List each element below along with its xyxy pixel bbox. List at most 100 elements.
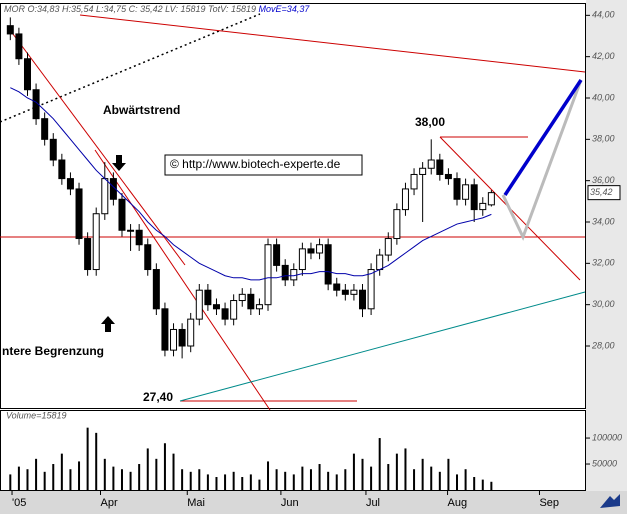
candle-body: [84, 238, 92, 271]
candle-body: [376, 254, 384, 271]
y-tick-label: 40,00: [592, 92, 615, 102]
y-tick-label: 42,00: [592, 51, 615, 61]
channel-line: [9, 29, 186, 266]
candle-body: [453, 178, 461, 200]
volume-bar: [275, 469, 278, 490]
volume-bar: [284, 471, 287, 490]
candle-body: [359, 289, 367, 310]
watermark: © http://www.biotech-experte.de: [170, 157, 341, 171]
candle-body: [92, 213, 100, 271]
volume-bar: [395, 453, 398, 490]
candle-body: [101, 178, 109, 215]
volume-bar: [378, 438, 381, 490]
volume-bar: [172, 453, 175, 490]
candle-body: [307, 248, 315, 254]
x-tick-label: Jul: [366, 497, 380, 509]
candle-body: [178, 328, 186, 347]
volume-bar: [456, 474, 459, 490]
volume-bar: [387, 464, 390, 490]
arrow-up: [101, 316, 115, 332]
candle-body: [462, 184, 470, 200]
candle-body: [41, 118, 49, 140]
y-tick-label: 28,00: [591, 340, 615, 350]
x-tick-label: Mai: [187, 497, 205, 509]
price-panel: [0, 3, 586, 409]
candle-body: [470, 184, 478, 211]
logo-icon[interactable]: [600, 494, 620, 508]
candle-body: [109, 178, 117, 200]
volume-bar: [129, 471, 132, 490]
volume-bar: [138, 464, 141, 490]
candle-body: [238, 293, 246, 302]
candle-body: [204, 289, 212, 306]
candle-body: [58, 159, 66, 180]
volume-bar: [69, 469, 72, 490]
x-tick-label: Sep: [539, 497, 559, 509]
volume-bar: [43, 471, 46, 490]
moving-average: [10, 87, 492, 281]
volume-bar: [249, 474, 252, 490]
y-tick-label: 32,00: [592, 258, 615, 268]
candle-body: [487, 192, 495, 206]
volume-bar: [473, 477, 476, 490]
candle-body: [410, 173, 418, 190]
volume-bar: [78, 461, 81, 490]
volume-bar: [35, 458, 38, 490]
candle-body: [255, 304, 263, 310]
candle-body: [23, 58, 31, 91]
y-tick-label: 100000: [592, 432, 622, 442]
candle-body: [264, 244, 272, 306]
volume-bar: [370, 466, 373, 490]
volume-bar: [52, 464, 55, 490]
annotation: Abwärtstrend: [103, 103, 180, 117]
header: MOR O:34,83 H:35,54 L:34,75 C: 35,42 LV:…: [4, 4, 310, 14]
candle-body: [316, 244, 324, 254]
volume-bar: [438, 471, 441, 490]
candle-body: [75, 188, 83, 240]
volume-bar: [206, 474, 209, 490]
volume-bar: [155, 458, 158, 490]
y-tick-label: 30,00: [592, 299, 615, 309]
lower-trendline: [179, 291, 586, 402]
volume-bar: [344, 469, 347, 490]
candle-body: [118, 198, 126, 231]
volume-bar: [215, 477, 218, 490]
x-tick-label: Apr: [101, 497, 118, 509]
trendline: [79, 14, 586, 73]
candle-body: [6, 25, 14, 35]
volume-bar: [17, 466, 20, 490]
candle-body: [212, 304, 220, 310]
candle-body: [135, 229, 143, 246]
candle-body: [427, 159, 435, 169]
candle-body: [187, 318, 195, 347]
dotted-trendline: [0, 13, 261, 123]
volume-bar: [198, 469, 201, 490]
ma-label: MovE=34,37: [259, 4, 311, 14]
volume-bar: [95, 432, 98, 490]
y-tick-label: 44,00: [592, 10, 615, 20]
volume-bar: [413, 469, 416, 490]
candle-body: [384, 238, 392, 256]
header-text: MOR O:34,83 H:35,54 L:34,75 C: 35,42 LV:…: [4, 4, 256, 14]
candle-body: [152, 269, 160, 310]
last-price-box: [587, 185, 621, 201]
volume-bar: [112, 466, 115, 490]
candle-body: [436, 159, 444, 175]
candle-body: [49, 138, 57, 161]
candle-body: [221, 308, 229, 320]
candle-body: [66, 178, 74, 190]
volume-bar: [352, 453, 355, 490]
candle-body: [367, 269, 375, 310]
volume-bar: [318, 464, 321, 490]
candle-body: [298, 248, 306, 271]
volume-bar: [301, 466, 304, 490]
volume-bar: [267, 461, 270, 490]
volume-bar: [120, 469, 123, 490]
annotation: 27,40: [143, 390, 173, 404]
candle-body: [273, 244, 281, 266]
volume-bar: [430, 466, 433, 490]
candle-body: [479, 202, 487, 211]
volume-bar: [361, 458, 364, 490]
